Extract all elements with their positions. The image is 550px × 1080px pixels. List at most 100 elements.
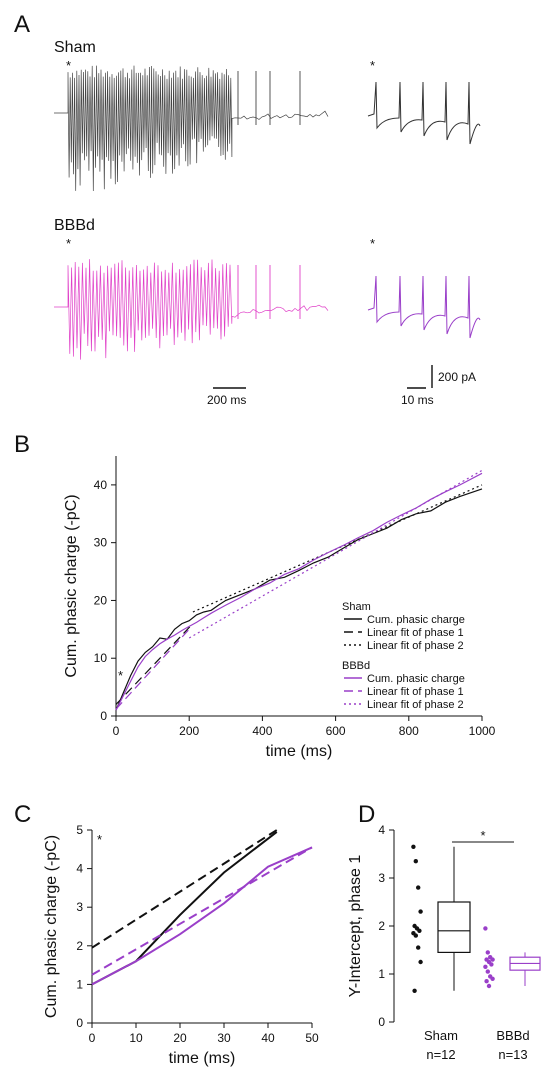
series-bbbd-solid xyxy=(91,846,313,986)
series-sham-solid xyxy=(91,831,278,986)
y-tick-label: 1 xyxy=(378,967,385,981)
legend-entry: Linear fit of phase 1 xyxy=(367,686,464,698)
series-bbbd-solid xyxy=(115,472,483,711)
series-bbbd-dash xyxy=(115,628,190,710)
scale-label-10ms: 10 ms xyxy=(401,393,434,407)
data-point-bbbd xyxy=(489,962,494,967)
y-tick-label: 5 xyxy=(76,823,83,837)
x-tick-label: 1000 xyxy=(469,724,496,738)
series-bbbd-dash xyxy=(91,846,313,976)
y-tick-label: 10 xyxy=(94,651,108,665)
y-tick-label: 30 xyxy=(94,536,108,550)
data-point-bbbd xyxy=(485,969,490,974)
y-tick-label: 3 xyxy=(76,900,83,914)
legend-entry: Linear fit of phase 2 xyxy=(367,640,464,652)
scale-label-200ms: 200 ms xyxy=(207,393,246,407)
x-tick-label: 30 xyxy=(217,1031,231,1045)
chart-c: 0 10 20 30 40 50 0 1 2 3 4 5 time (ms) Cum. phasic ch… xyxy=(43,823,319,1067)
series-sham-solid xyxy=(115,488,483,711)
data-point-sham xyxy=(417,928,422,933)
data-point-sham xyxy=(418,909,423,914)
sham-star-right: * xyxy=(370,58,375,73)
series-sham-dash xyxy=(91,829,278,949)
group-label-bbbd: BBBd xyxy=(496,1028,529,1043)
sham-star-left: * xyxy=(66,58,71,73)
bbbd-trace-zoom xyxy=(367,275,481,339)
y-axis-label: Cum. phasic charge (-pC) xyxy=(43,835,60,1018)
x-tick-label: 50 xyxy=(305,1031,319,1045)
x-tick-label: 40 xyxy=(261,1031,275,1045)
data-point-sham xyxy=(413,859,418,864)
y-tick-label: 20 xyxy=(94,593,108,607)
annotation-star: * xyxy=(118,668,123,683)
y-axis-label: Y-Intercept, phase 1 xyxy=(347,855,364,998)
y-tick-label: 2 xyxy=(76,939,83,953)
x-axis-label: time (ms) xyxy=(169,1050,236,1067)
x-tick-label: 800 xyxy=(399,724,419,738)
data-point-bbbd xyxy=(483,926,488,931)
sham-trace-zoom xyxy=(367,81,481,145)
data-point-sham xyxy=(416,945,421,950)
y-tick-label: 0 xyxy=(76,1016,83,1030)
legend-entry: Cum. phasic charge xyxy=(367,614,465,626)
bbbd-label: BBBd xyxy=(54,217,95,234)
significance-star: * xyxy=(480,828,485,843)
legend-entry: Linear fit of phase 2 xyxy=(367,699,464,711)
legend-entry: Cum. phasic charge xyxy=(367,673,465,685)
y-tick-label: 4 xyxy=(378,823,385,837)
sham-trace-long xyxy=(54,65,329,192)
data-point-bbbd xyxy=(485,950,490,955)
data-point-sham xyxy=(413,933,418,938)
y-tick-label: 0 xyxy=(378,1015,385,1029)
trace-path xyxy=(54,259,329,360)
x-tick-label: 200 xyxy=(179,724,199,738)
x-tick-label: 20 xyxy=(173,1031,187,1045)
series-sham-dash xyxy=(115,623,194,705)
y-tick-label: 1 xyxy=(76,977,83,991)
chart-b: 0 200 400 600 800 1000 0 10 20 30 40 time (ms) Cum. … xyxy=(63,456,496,760)
trace-path xyxy=(54,65,329,192)
x-axis-label: time (ms) xyxy=(266,743,333,760)
data-point-bbbd xyxy=(483,964,488,969)
legend-group-title: Sham xyxy=(342,601,371,613)
box-sham xyxy=(437,901,471,954)
bbbd-star-right: * xyxy=(370,236,375,251)
zoom-trace-path xyxy=(367,81,481,145)
annotation-star: * xyxy=(97,832,102,847)
group-label-sham: Sham xyxy=(424,1028,458,1043)
x-tick-label: 0 xyxy=(89,1031,96,1045)
data-point-bbbd xyxy=(490,957,495,962)
data-point-bbbd xyxy=(490,976,495,981)
chart-d: 0 1 2 3 4 Y-Intercept, phase 1 Sham n=12 BBBd n=1… xyxy=(347,823,541,1062)
data-point-sham xyxy=(416,885,421,890)
panel-letter-d: D xyxy=(358,801,375,828)
scale-label-200pa: 200 pA xyxy=(438,370,476,384)
legend-group-title: BBBd xyxy=(342,660,370,672)
x-tick-label: 10 xyxy=(129,1031,143,1045)
y-tick-label: 2 xyxy=(378,919,385,933)
data-point-sham xyxy=(418,959,423,965)
data-point-bbbd xyxy=(484,979,489,984)
panel-letter-b: B xyxy=(14,431,30,458)
bbbd-trace-long xyxy=(54,259,329,360)
series-bbbd-dot xyxy=(188,469,483,639)
data-point-sham xyxy=(412,988,417,993)
x-tick-label: 400 xyxy=(252,724,272,738)
group-n-bbbd: n=13 xyxy=(498,1047,527,1062)
data-point-bbbd xyxy=(486,983,492,989)
x-tick-label: 600 xyxy=(326,724,346,738)
panel-letter-a: A xyxy=(14,11,30,38)
bbbd-star-left: * xyxy=(66,236,71,251)
x-tick-label: 0 xyxy=(113,724,120,738)
y-axis-label: Cum. phasic charge (-pC) xyxy=(63,494,80,677)
y-tick-label: 0 xyxy=(100,709,107,723)
y-tick-label: 40 xyxy=(94,478,108,492)
zoom-trace-path xyxy=(367,275,481,339)
panel-letter-c: C xyxy=(14,801,31,828)
group-n-sham: n=12 xyxy=(426,1047,455,1062)
sham-label: Sham xyxy=(54,39,96,56)
data-point-sham xyxy=(411,844,416,849)
y-tick-label: 4 xyxy=(76,862,83,876)
legend-entry: Linear fit of phase 1 xyxy=(367,627,464,639)
